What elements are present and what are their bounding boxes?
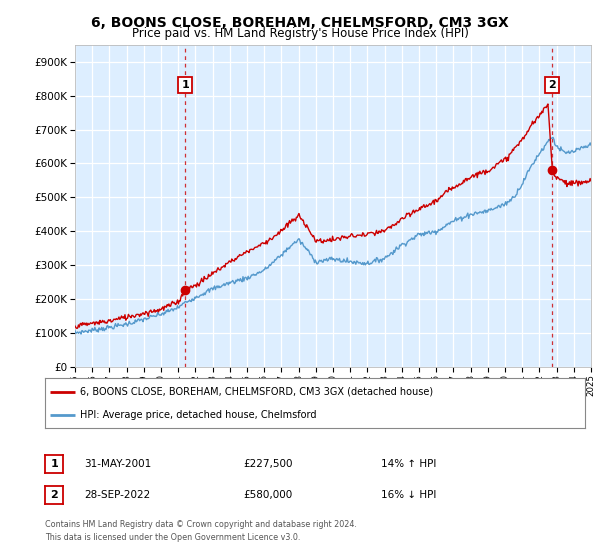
Text: 6, BOONS CLOSE, BOREHAM, CHELMSFORD, CM3 3GX: 6, BOONS CLOSE, BOREHAM, CHELMSFORD, CM3… bbox=[91, 16, 509, 30]
Text: 31-MAY-2001: 31-MAY-2001 bbox=[84, 459, 151, 469]
Text: £227,500: £227,500 bbox=[243, 459, 293, 469]
Text: £580,000: £580,000 bbox=[243, 490, 292, 500]
Text: 1: 1 bbox=[50, 459, 58, 469]
Text: 6, BOONS CLOSE, BOREHAM, CHELMSFORD, CM3 3GX (detached house): 6, BOONS CLOSE, BOREHAM, CHELMSFORD, CM3… bbox=[80, 386, 433, 396]
Text: 2: 2 bbox=[50, 490, 58, 500]
Text: 16% ↓ HPI: 16% ↓ HPI bbox=[381, 490, 436, 500]
Text: This data is licensed under the Open Government Licence v3.0.: This data is licensed under the Open Gov… bbox=[45, 533, 301, 542]
Text: Contains HM Land Registry data © Crown copyright and database right 2024.: Contains HM Land Registry data © Crown c… bbox=[45, 520, 357, 529]
Text: 2: 2 bbox=[548, 80, 556, 90]
Text: 14% ↑ HPI: 14% ↑ HPI bbox=[381, 459, 436, 469]
Text: 1: 1 bbox=[182, 80, 189, 90]
Text: Price paid vs. HM Land Registry's House Price Index (HPI): Price paid vs. HM Land Registry's House … bbox=[131, 27, 469, 40]
Text: 28-SEP-2022: 28-SEP-2022 bbox=[84, 490, 150, 500]
Text: HPI: Average price, detached house, Chelmsford: HPI: Average price, detached house, Chel… bbox=[80, 410, 317, 420]
